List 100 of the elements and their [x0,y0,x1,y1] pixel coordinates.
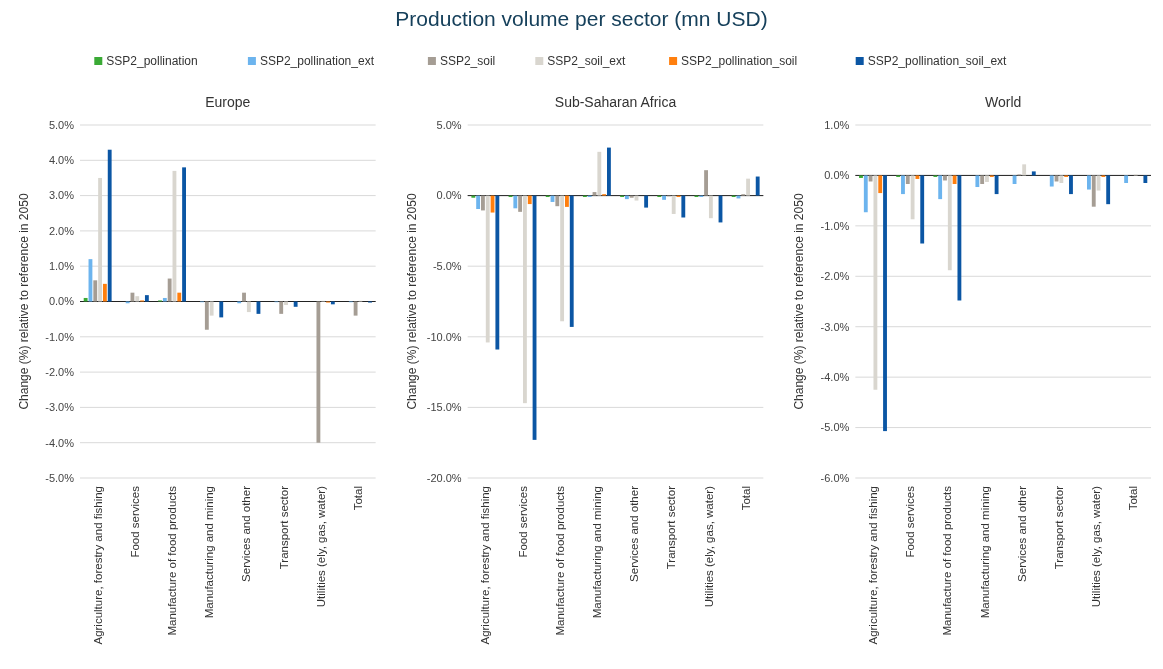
bar [901,175,905,195]
y-tick-label: 3.0% [48,189,75,202]
y-tick-label: -6.0% [820,471,850,484]
bar [1106,175,1111,205]
y-tick-label: 5.0% [436,118,462,131]
bar [107,149,112,302]
bar [905,175,910,184]
bar [1143,175,1148,183]
chart-title: Europe [205,94,251,110]
x-tick-label: Manufacturing and mining [590,486,603,619]
y-tick-label: -2.0% [820,270,850,283]
bar [246,301,251,313]
y-tick-label: -20.0% [426,471,462,484]
bar [746,178,750,196]
x-tick-label: Manufacturing and mining [203,486,216,619]
x-tick-label: Manufacture of food products [166,485,179,636]
bar [994,175,999,195]
bar [1031,171,1036,176]
text: Production volume per sector (mn USD) [395,7,768,30]
x-tick-label: Food services [128,485,141,558]
x-tick-label: Manufacturing and mining [978,486,991,619]
x-tick-label: Agriculture, forestry and fishing [91,486,104,645]
y-axis-title: Change (%) relative to reference in 2050 [404,193,419,410]
chart-title: Sub-Saharan Africa [554,94,677,110]
x-tick-label: Services and other [1015,485,1028,582]
bar [1059,175,1064,183]
y-tick-label: -5.0% [432,260,462,273]
y-axis-title: Change (%) relative to reference in 2050 [17,193,31,410]
legend-label: SSP2_pollination_ext [259,54,375,68]
bar [629,195,634,198]
y-tick-label: 2.0% [48,224,75,237]
x-tick-label: Services and other [628,485,641,582]
y-tick-label: 1.0% [824,118,850,131]
bar [883,175,887,432]
bar [219,301,224,318]
bar [943,175,947,181]
x-tick-label: Utilities (ely, gas, water) [702,485,715,608]
bar [878,175,883,194]
bar [708,195,713,219]
bar [868,175,873,182]
bar [975,175,980,188]
y-axis-title: Change (%) relative to reference in 2050 [792,193,807,410]
legend-label: SSP2_pollination_soil_ext [867,54,1008,68]
legend-label: SSP2_pollination [106,54,198,68]
bar [755,176,760,196]
bar [859,175,863,178]
y-tick-label: -3.0% [820,320,850,333]
bar [93,280,98,302]
x-tick-label: Transport sector [1052,485,1065,570]
bar [704,170,708,196]
x-tick-label: Total [352,486,365,511]
bar [471,195,476,198]
bar [513,195,518,209]
bar [204,301,209,330]
y-tick-label: -1.0% [45,330,75,343]
bar [135,296,140,302]
chart-title: World [985,94,1022,110]
x-tick-label: Transport sector [665,485,678,570]
bar [1124,175,1129,183]
bar [555,195,560,207]
bar [182,167,186,302]
bar [681,195,686,218]
bar [1049,175,1054,187]
bar [957,175,962,301]
y-tick-label: 5.0% [48,118,75,131]
y-tick-label: -4.0% [820,370,850,383]
y-tick-label: -2.0% [45,365,75,378]
bar [167,278,172,302]
x-tick-label: Food services [516,485,529,558]
y-tick-label: 0.0% [824,169,850,182]
bar [242,292,246,302]
x-tick-label: Agriculture, forestry and fishing [867,486,880,645]
y-tick-label: -3.0% [45,401,75,414]
bar [83,297,88,302]
y-tick-label: -5.0% [45,471,75,484]
bar [495,195,500,350]
bar [177,292,182,302]
bar [316,301,321,443]
bar [144,295,149,302]
bar [293,301,298,307]
bar [209,301,214,316]
bar [920,175,925,244]
y-tick-label: 0.0% [436,189,462,202]
y-tick-label: -10.0% [426,330,462,343]
y-tick-label: -15.0% [426,401,462,414]
y-tick-label: -5.0% [820,421,850,434]
x-tick-label: Manufacture of food products [553,485,566,636]
bar [1069,175,1073,195]
x-tick-label: Total [1127,486,1140,511]
legend-label: SSP2_soil [439,54,496,68]
bar [279,301,284,314]
bar [353,301,358,316]
bar [1022,164,1027,176]
bar [863,175,868,213]
y-tick-label: 1.0% [48,260,75,273]
bar [527,195,532,205]
y-tick-label: -4.0% [45,436,75,449]
bar [915,175,920,179]
bar [938,175,943,200]
bar [910,175,915,220]
